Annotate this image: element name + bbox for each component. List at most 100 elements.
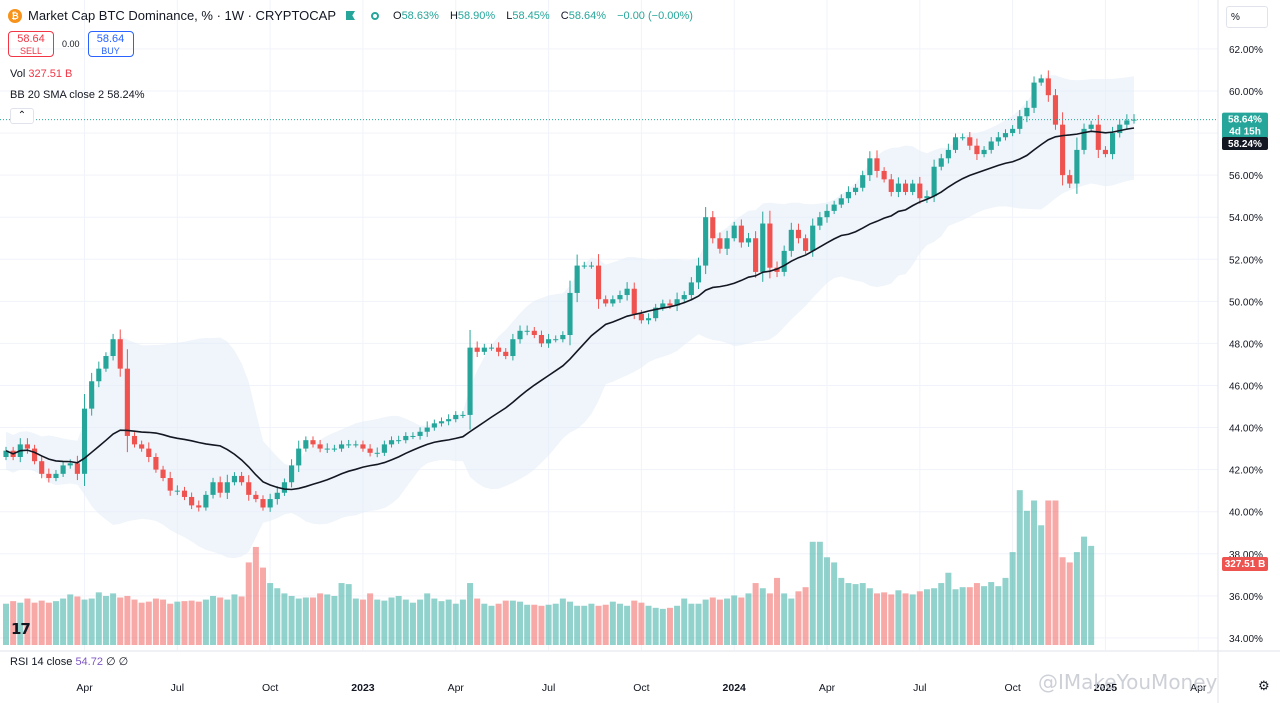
candle-body	[781, 250, 787, 272]
volume-bar	[774, 577, 781, 645]
volume-bar	[138, 602, 145, 645]
y-tick-label: 54.00%	[1229, 213, 1263, 224]
last-price-tag-text: 58.64%	[1228, 115, 1262, 126]
scale-unit-selector[interactable]: %	[1226, 6, 1268, 28]
sell-label: SELL	[19, 46, 43, 56]
candle-body	[831, 204, 837, 211]
ohlc-values: O58.63% H58.90% L58.45% C58.64% −0.00 (−…	[393, 9, 693, 22]
candle-body	[667, 303, 673, 306]
volume-bar	[766, 593, 773, 645]
bitcoin-icon: ₿	[8, 8, 22, 23]
collapse-legend-button[interactable]: ⌃	[10, 108, 34, 124]
candle-body	[874, 158, 880, 171]
candle-body	[567, 292, 573, 335]
candle-body	[1017, 116, 1023, 129]
sell-button[interactable]: 58.64 SELL	[8, 31, 54, 57]
bb-legend[interactable]: BB 20 SMA close 2 58.24%	[10, 89, 145, 101]
candle-body	[346, 444, 352, 446]
candle-body	[160, 469, 166, 479]
volume-bar	[602, 604, 609, 645]
flag-icon[interactable]	[346, 11, 355, 20]
candle-body	[795, 229, 802, 239]
x-tick-label: 2024	[723, 682, 747, 694]
volume-legend[interactable]: Vol 327.51 B	[10, 68, 72, 80]
candle-body	[388, 440, 395, 445]
rsi-legend[interactable]: RSI 14 close 54.72 ∅ ∅	[10, 655, 128, 668]
volume-bar	[388, 597, 395, 645]
chevron-up-icon: ⌃	[17, 110, 27, 121]
candle-body	[695, 265, 702, 283]
candle-body	[167, 478, 173, 491]
volume-bar	[367, 593, 374, 645]
candle-body	[460, 414, 466, 416]
candle-body	[131, 435, 138, 445]
candle-body	[246, 482, 252, 495]
volume-bar	[331, 595, 338, 645]
candle-body	[603, 299, 609, 304]
candle-body	[310, 440, 316, 445]
volume-bar	[852, 584, 859, 645]
close-value: 58.64%	[568, 9, 607, 22]
watermark: @IMakeYouMoney	[1038, 670, 1218, 694]
volume-bar	[802, 587, 809, 645]
volume-bar	[674, 605, 681, 645]
candle-body	[331, 448, 337, 450]
volume-bar	[838, 577, 845, 645]
candle-body	[824, 210, 830, 218]
volume-bar	[245, 562, 252, 645]
volume-bar	[345, 584, 352, 645]
last-price-tag-bg	[1222, 112, 1268, 139]
candle-body	[767, 223, 773, 268]
volume-bar	[260, 567, 267, 645]
candle-body	[174, 490, 180, 492]
volume-bar	[195, 601, 202, 645]
volume-bar	[809, 541, 816, 645]
candle-body	[1067, 175, 1073, 184]
buy-price: 58.64	[96, 33, 125, 45]
candle-body	[153, 457, 159, 470]
volume-bar	[988, 582, 995, 645]
candle-body	[196, 505, 202, 508]
candle-body	[410, 435, 416, 437]
volume-bar	[731, 595, 738, 645]
volume-bar	[716, 599, 723, 645]
volume-bar	[631, 600, 638, 645]
volume-bar	[1009, 552, 1016, 645]
candle-body	[31, 448, 38, 462]
y-tick-label: 46.00%	[1229, 381, 1263, 392]
volume-bar	[695, 603, 702, 645]
volume-bar	[752, 583, 759, 645]
rsi-value: 54.72	[75, 656, 103, 668]
volume-bar	[624, 605, 631, 645]
candle-body	[181, 490, 188, 497]
candle-body	[845, 191, 852, 199]
volume-bars	[3, 490, 1095, 645]
y-tick-label: 40.00%	[1229, 508, 1263, 519]
candle-body	[724, 238, 730, 249]
buy-button[interactable]: 58.64 BUY	[87, 31, 134, 57]
gear-icon[interactable]: ⚙	[1258, 678, 1270, 693]
volume-bar	[509, 600, 516, 645]
rsi-label: RSI 14 close	[10, 656, 73, 668]
candle-body	[481, 347, 487, 352]
x-tick-label: Jul	[542, 682, 555, 694]
volume-bar	[495, 603, 502, 645]
symbol-title[interactable]: Market Cap BTC Dominance, % · 1W · CRYPT…	[28, 8, 336, 23]
candle-body	[396, 440, 402, 442]
candle-body	[974, 145, 980, 155]
candle-body	[1002, 133, 1009, 138]
volume-bar	[67, 594, 74, 645]
candle-body	[1117, 124, 1123, 134]
candle-body	[203, 494, 209, 508]
volume-bar	[102, 595, 109, 645]
volume-bar	[124, 595, 131, 645]
candle-body	[610, 299, 616, 304]
volume-bar	[1038, 525, 1045, 645]
candle-body	[253, 494, 259, 500]
trade-buttons: 58.64 SELL 0.00 58.64 BUY	[8, 31, 134, 57]
candle-body	[988, 141, 994, 150]
volume-bar	[160, 599, 167, 645]
volume-bar	[145, 601, 152, 645]
candle-body	[574, 265, 580, 293]
